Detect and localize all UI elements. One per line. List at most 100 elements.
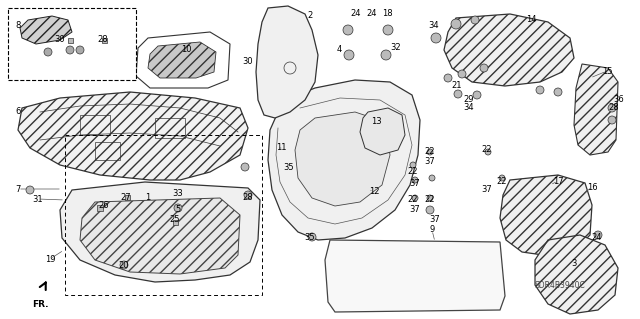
Text: 24: 24 — [367, 9, 377, 18]
Text: 28: 28 — [243, 194, 253, 203]
Circle shape — [383, 25, 393, 35]
Polygon shape — [360, 108, 405, 155]
Text: 24: 24 — [592, 233, 602, 241]
Text: 8: 8 — [15, 20, 20, 29]
Text: 10: 10 — [180, 44, 191, 54]
Text: 36: 36 — [614, 95, 625, 105]
Polygon shape — [136, 32, 230, 88]
Polygon shape — [256, 6, 318, 118]
Circle shape — [410, 162, 416, 168]
Circle shape — [426, 206, 434, 214]
Text: 37: 37 — [410, 180, 420, 189]
Polygon shape — [444, 14, 574, 86]
Text: 6: 6 — [15, 108, 20, 116]
Text: 14: 14 — [525, 16, 536, 25]
Bar — [102, 38, 107, 43]
Circle shape — [473, 91, 481, 99]
Text: 22: 22 — [408, 167, 419, 176]
Bar — [97, 205, 103, 211]
Text: 34: 34 — [464, 103, 474, 113]
Circle shape — [480, 64, 488, 72]
Circle shape — [608, 104, 616, 112]
Text: 18: 18 — [381, 9, 392, 18]
Text: 27: 27 — [121, 194, 131, 203]
Circle shape — [308, 233, 316, 241]
Text: 12: 12 — [369, 187, 380, 196]
Text: 20: 20 — [119, 261, 129, 270]
Text: 28: 28 — [98, 35, 108, 44]
Text: 30: 30 — [243, 57, 253, 66]
Bar — [8, 8, 136, 80]
Text: 16: 16 — [587, 182, 597, 191]
Bar — [65, 135, 262, 295]
Circle shape — [343, 25, 353, 35]
Bar — [125, 195, 130, 200]
Circle shape — [44, 48, 52, 56]
Polygon shape — [268, 80, 420, 240]
Circle shape — [241, 163, 249, 171]
Polygon shape — [18, 92, 248, 180]
Text: 31: 31 — [33, 195, 44, 204]
Text: 32: 32 — [390, 42, 401, 51]
Circle shape — [412, 177, 418, 183]
Bar — [173, 220, 178, 225]
Circle shape — [594, 231, 602, 239]
Polygon shape — [60, 182, 260, 282]
Text: 22: 22 — [408, 195, 419, 204]
Text: 17: 17 — [553, 176, 563, 186]
Text: 26: 26 — [99, 201, 109, 210]
Circle shape — [427, 149, 433, 155]
Text: 28: 28 — [609, 103, 620, 113]
Text: 22: 22 — [425, 196, 435, 204]
Circle shape — [536, 86, 544, 94]
Text: 30: 30 — [54, 35, 65, 44]
Text: 33: 33 — [173, 189, 184, 197]
Text: SDR4B3940C: SDR4B3940C — [534, 280, 586, 290]
Circle shape — [120, 261, 128, 269]
Text: 22: 22 — [425, 147, 435, 157]
Circle shape — [174, 204, 182, 212]
Text: 34: 34 — [429, 20, 439, 29]
Circle shape — [499, 175, 505, 181]
Circle shape — [458, 70, 466, 78]
Circle shape — [381, 50, 391, 60]
Circle shape — [608, 116, 616, 124]
Text: 37: 37 — [424, 158, 435, 167]
Polygon shape — [295, 112, 390, 206]
Circle shape — [454, 90, 462, 98]
Text: 7: 7 — [15, 184, 20, 194]
Text: 35: 35 — [305, 234, 316, 242]
Text: 2: 2 — [307, 11, 312, 20]
Text: 11: 11 — [276, 144, 286, 152]
Text: 37: 37 — [482, 186, 492, 195]
Text: 5: 5 — [175, 204, 180, 213]
Circle shape — [344, 50, 354, 60]
Circle shape — [554, 88, 562, 96]
Polygon shape — [325, 240, 505, 312]
Polygon shape — [148, 42, 216, 78]
Text: 37: 37 — [429, 216, 440, 225]
Text: 9: 9 — [429, 226, 435, 234]
Circle shape — [444, 74, 452, 82]
Text: 13: 13 — [371, 116, 381, 125]
Text: 3: 3 — [572, 258, 577, 268]
Bar — [80, 115, 110, 135]
Circle shape — [26, 186, 34, 194]
Polygon shape — [80, 198, 240, 274]
Text: 19: 19 — [45, 255, 55, 263]
Text: 29: 29 — [464, 94, 474, 103]
Circle shape — [427, 195, 433, 201]
Text: 22: 22 — [482, 145, 492, 154]
Circle shape — [431, 33, 441, 43]
Circle shape — [485, 149, 491, 155]
Circle shape — [244, 191, 252, 199]
Text: 1: 1 — [145, 192, 150, 202]
Text: 21: 21 — [452, 81, 462, 91]
Polygon shape — [500, 175, 592, 256]
Circle shape — [429, 175, 435, 181]
Circle shape — [451, 19, 461, 29]
Text: 35: 35 — [284, 162, 294, 172]
Bar — [95, 142, 120, 160]
Circle shape — [412, 195, 418, 201]
Bar — [68, 38, 73, 43]
